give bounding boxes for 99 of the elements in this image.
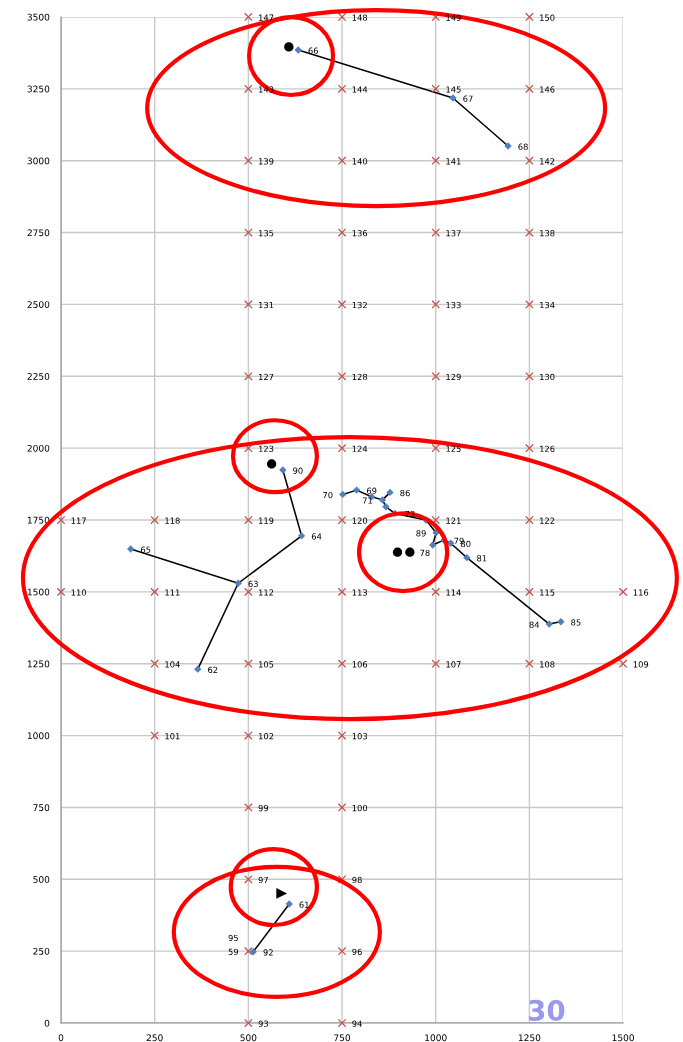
annotation: 93	[258, 1020, 269, 1027]
annotation: 104	[165, 661, 180, 668]
x-tick-label: 750	[334, 1034, 351, 1042]
annotation: 135	[259, 230, 274, 237]
y-tick-label: 1000	[27, 732, 50, 740]
annotation: 78	[420, 549, 430, 557]
annotation: 81	[477, 555, 487, 562]
annotation: 94	[352, 1020, 362, 1027]
annotation: 67	[463, 95, 473, 102]
annotation: 59	[228, 948, 239, 955]
annotation: 124	[352, 445, 368, 452]
annotation: 142	[540, 158, 555, 165]
annotation: 144	[352, 86, 368, 93]
annotation: 92	[263, 949, 273, 956]
y-tick-label: 500	[33, 876, 50, 883]
annotation: 73	[405, 510, 415, 518]
x-tick-label: 250	[146, 1034, 163, 1042]
annotation: 101	[165, 733, 180, 740]
annotation: 116	[633, 589, 649, 596]
annotation: 125	[446, 445, 461, 452]
y-tick-label: 2250	[27, 373, 50, 380]
annotation: 141	[446, 158, 461, 165]
annotation: 115	[540, 589, 555, 596]
annotation: 140	[352, 158, 368, 165]
annotation: 30	[528, 999, 565, 1021]
annotation: 107	[446, 661, 461, 668]
annotation: 95	[228, 934, 238, 942]
annotation: 105	[259, 661, 274, 668]
annotation: 100	[352, 804, 368, 812]
annotation: 102	[259, 733, 274, 740]
y-tick-label: 0	[44, 1019, 50, 1027]
annotation: 64	[311, 533, 322, 540]
annotation: 128	[352, 373, 368, 381]
annotation: 123	[259, 445, 274, 452]
annotation: 63	[248, 580, 258, 588]
annotation: 61	[299, 901, 309, 908]
annotation: 133	[446, 301, 461, 309]
annotation: 113	[352, 589, 368, 596]
annotation: 118	[165, 517, 180, 524]
annotation: 66	[308, 47, 318, 54]
x-tick-label: 500	[240, 1034, 257, 1042]
annotation: 106	[352, 661, 368, 668]
y-tick-label: 3250	[27, 85, 50, 93]
annotation: 98	[352, 876, 362, 884]
annotation: 119	[259, 517, 274, 524]
y-tick-label: 2500	[27, 301, 50, 308]
y-tick-label: 2000	[27, 444, 50, 452]
y-tick-label: 250	[33, 947, 50, 955]
annotation: 90	[293, 467, 303, 474]
annotation: 111	[165, 589, 180, 596]
y-tick-label: 750	[33, 804, 50, 812]
annotation: 71	[362, 497, 373, 504]
annotation: 89	[416, 530, 426, 537]
annotation: 84	[529, 621, 540, 628]
y-tick-label: 1250	[27, 660, 50, 668]
annotation: 147	[259, 14, 274, 21]
annotation: 70	[323, 491, 333, 499]
annotation: 132	[352, 301, 367, 309]
annotation: 108	[540, 661, 555, 668]
annotation: 103	[352, 733, 368, 740]
annotation: 112	[259, 589, 274, 596]
annotation: 97	[258, 876, 268, 884]
annotation: 120	[352, 517, 368, 524]
annotation: 85	[571, 619, 581, 626]
annotation: 126	[540, 445, 555, 452]
y-tick-label: 1500	[27, 588, 50, 596]
annotation: 110	[71, 589, 87, 596]
y-tick-label: 3000	[27, 157, 50, 165]
annotation: 138	[540, 230, 555, 237]
annotation: 139	[259, 158, 274, 165]
annotation: 86	[400, 489, 410, 497]
annotation: 129	[446, 373, 461, 381]
annotation: 109	[633, 661, 649, 668]
x-tick-label: 1250	[518, 1034, 541, 1042]
x-tick-label: 1500	[612, 1034, 634, 1042]
annotation: 114	[446, 589, 461, 596]
x-tick-label: 0	[58, 1034, 64, 1042]
annotation: 65	[141, 546, 151, 553]
annotation: 150	[540, 14, 555, 21]
annotation: 137	[446, 230, 461, 237]
annotation: 145	[446, 86, 461, 93]
annotation: 117	[71, 517, 86, 524]
annotation: 146	[540, 86, 555, 93]
annotation: 136	[352, 230, 368, 237]
annotation: 69	[366, 487, 377, 494]
annotation: 131	[259, 301, 274, 309]
y-tick-label: 3500	[27, 13, 50, 21]
annotation: 68	[518, 143, 528, 150]
annotation: 121	[446, 517, 461, 524]
annotation: 96	[352, 948, 362, 955]
annotation: 134	[540, 301, 555, 309]
y-tick-label: 2750	[27, 229, 50, 237]
annotation: 148	[352, 14, 368, 21]
annotation: 130	[540, 373, 555, 381]
annotation: 122	[540, 517, 555, 524]
annotation: 127	[259, 373, 274, 380]
x-tick-label: 1000	[425, 1034, 447, 1042]
annotation: 99	[258, 804, 269, 812]
annotation: 62	[208, 666, 218, 673]
